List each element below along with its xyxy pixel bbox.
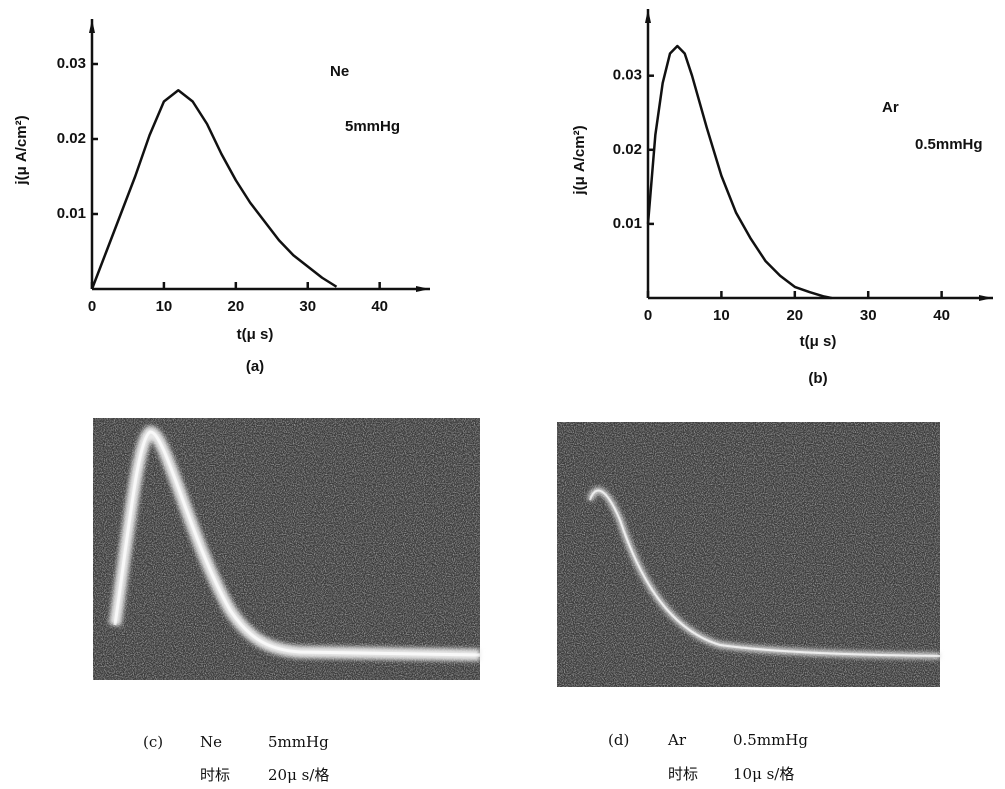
x-tick-label: 30 <box>299 298 316 315</box>
annotation: 5mmHg <box>345 118 400 135</box>
x-axis-label: t(μ s) <box>800 333 837 350</box>
panel-gas: Ar <box>667 731 687 749</box>
panel-label: (d) <box>608 731 629 749</box>
panel-pressure: 0.5mmHg <box>733 731 808 749</box>
x-tick-label: 20 <box>227 298 244 315</box>
y-axis-label: j(μ A/cm²) <box>571 125 588 195</box>
annotation: Ne <box>330 63 349 80</box>
photo-c <box>93 418 481 680</box>
x-axis-arrow <box>416 286 430 292</box>
x-tick-label: 20 <box>786 307 803 324</box>
y-tick-label: 0.02 <box>57 130 86 147</box>
caption: (a) <box>246 358 264 375</box>
panel-time-scale: 10μ s/格 <box>733 765 794 783</box>
x-tick-label: 10 <box>713 307 730 324</box>
panel-pressure: 5mmHg <box>268 733 329 751</box>
y-axis-arrow <box>645 9 651 23</box>
x-tick-label: 0 <box>644 307 652 324</box>
annotation: Ar <box>882 99 899 116</box>
y-axis-arrow <box>89 19 95 33</box>
panel-gas: Ne <box>200 733 222 751</box>
panel-time-mark: 时标 <box>200 766 230 784</box>
x-tick-label: 10 <box>156 298 173 315</box>
x-tick-label: 0 <box>88 298 96 315</box>
photo-d <box>557 422 941 687</box>
y-axis-label: j(μ A/cm²) <box>13 115 30 185</box>
x-tick-label: 40 <box>933 307 950 324</box>
y-tick-label: 0.01 <box>613 215 642 232</box>
panel-time-scale: 20μ s/格 <box>268 766 329 784</box>
x-axis-label: t(μ s) <box>237 326 274 343</box>
x-tick-label: 30 <box>860 307 877 324</box>
x-axis-arrow <box>979 295 993 301</box>
x-tick-label: 40 <box>371 298 388 315</box>
data-line <box>646 44 832 300</box>
data-line <box>90 89 338 290</box>
y-tick-label: 0.03 <box>57 55 86 72</box>
panel-time-mark: 时标 <box>668 765 698 783</box>
panel-label: (c) <box>143 733 163 751</box>
y-tick-label: 0.01 <box>57 205 86 222</box>
annotation: 0.5mmHg <box>915 136 983 153</box>
y-tick-label: 0.02 <box>613 141 642 158</box>
y-tick-label: 0.03 <box>613 67 642 84</box>
caption: (b) <box>808 370 827 387</box>
